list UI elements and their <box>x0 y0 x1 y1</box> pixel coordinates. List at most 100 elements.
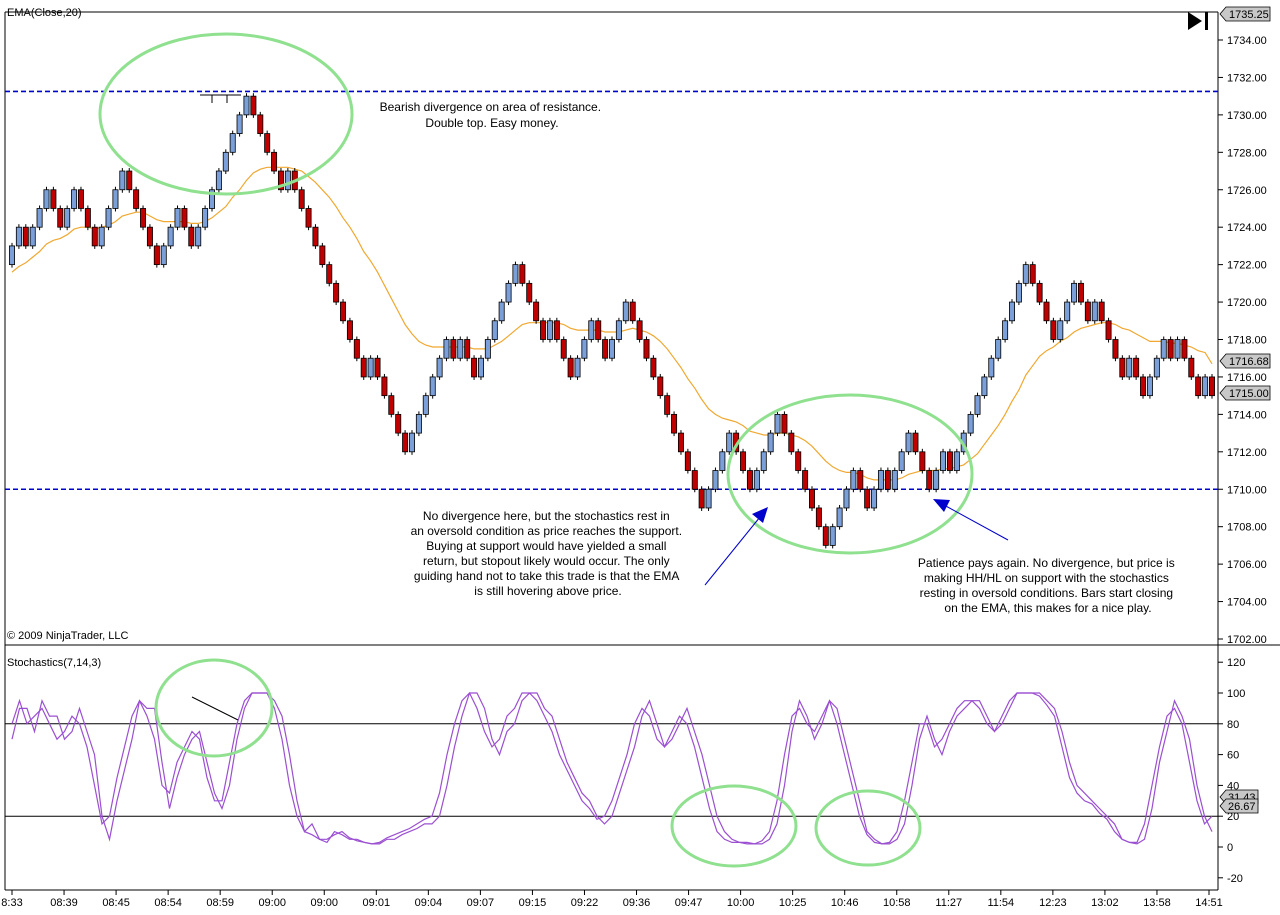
price-bar <box>540 320 547 340</box>
annotation-line: Double top. Easy money. <box>425 116 558 130</box>
price-axis-tick-label: 1730.00 <box>1227 110 1267 122</box>
annotation-line: Buying at support would have yielded a s… <box>426 539 666 553</box>
time-axis-tick-label: 10:00 <box>727 897 755 909</box>
price-bar <box>519 264 526 284</box>
price-bar <box>809 488 815 509</box>
price-bar <box>1064 301 1071 322</box>
price-bar <box>133 189 140 209</box>
price-bar <box>409 432 415 453</box>
price-bar <box>1084 301 1091 322</box>
price-bar <box>229 133 236 153</box>
price-bar <box>946 451 953 471</box>
price-axis-tick-label: 1732.00 <box>1227 72 1267 84</box>
price-bar <box>9 245 15 266</box>
time-axis-tick-label: 08:59 <box>206 897 234 909</box>
price-bar <box>429 376 436 397</box>
price-bar <box>629 301 636 322</box>
stochastics-axis-tick-label: 120 <box>1227 657 1245 669</box>
stochastics-axis-tick-label: 100 <box>1227 688 1245 700</box>
arrow-no-divergence <box>704 507 768 586</box>
price-bar <box>112 189 119 209</box>
price-bar <box>119 170 126 191</box>
price-bar <box>1015 282 1022 303</box>
price-bar <box>671 413 678 434</box>
price-bar <box>222 151 229 172</box>
double-top-marker <box>200 94 241 103</box>
stochastics-axis-tick-label: 40 <box>1227 780 1239 792</box>
price-axis-tick-label: 1728.00 <box>1227 147 1267 159</box>
price-bar <box>326 264 333 284</box>
annotation-line: on the EMA, this makes for a nice play. <box>944 601 1151 615</box>
price-bar <box>167 226 174 247</box>
price-bar <box>1209 376 1215 397</box>
annotation-line: is still hovering above price. <box>474 584 621 598</box>
annotation-line: Patience pays again. No divergence, but … <box>918 556 1175 570</box>
price-bar <box>871 488 878 509</box>
price-bar <box>1043 301 1050 322</box>
ema-line <box>11 166 1213 481</box>
price-bar <box>181 208 188 228</box>
price-axis-tick-label: 1708.00 <box>1227 522 1267 534</box>
time-axis-tick-label: 11:27 <box>935 897 962 909</box>
stochastics-overbought-circle <box>154 658 274 758</box>
price-bar <box>140 208 147 228</box>
price-bar <box>802 470 809 490</box>
price-bar <box>553 320 560 340</box>
price-bar <box>933 470 940 490</box>
play-pause-icon[interactable] <box>1188 12 1208 30</box>
annotation-line: resting in oversold conditions. Bars sta… <box>920 586 1173 600</box>
price-bar <box>1174 339 1181 359</box>
time-axis-tick-label: 14:51 <box>1195 897 1223 909</box>
price-bar <box>264 133 271 153</box>
price-bar <box>284 170 291 191</box>
price-bar <box>243 95 250 116</box>
price-bar <box>1160 339 1167 359</box>
price-bar <box>477 357 484 378</box>
price-bar <box>436 357 443 378</box>
time-axis-tick-label: 08:39 <box>50 897 78 909</box>
time-axis-tick-label: 10:58 <box>883 897 911 909</box>
time-axis-tick-label: 09:15 <box>519 897 547 909</box>
time-axis-tick-label: 09:01 <box>363 897 391 909</box>
stochastics-label: Stochastics(7,14,3) <box>7 657 101 669</box>
annotation-line: guiding hand not to take this trade is t… <box>414 569 679 583</box>
price-bar <box>367 357 374 378</box>
price-bar <box>1140 376 1147 397</box>
price-bar <box>884 470 891 490</box>
price-bar <box>1133 357 1140 378</box>
price-bar <box>850 470 857 490</box>
price-bar <box>346 320 353 340</box>
price-bar <box>250 95 257 116</box>
price-bar <box>595 320 602 340</box>
price-bar <box>981 376 988 397</box>
price-bar <box>712 470 719 490</box>
price-bar <box>1050 320 1057 340</box>
stochastics-marker-k: 26.67 <box>1219 798 1259 814</box>
price-bar <box>533 301 540 322</box>
price-bar <box>22 226 29 247</box>
price-bar <box>271 151 278 172</box>
price-bar <box>1188 357 1195 378</box>
price-axis-tick-label: 1702.00 <box>1227 634 1267 646</box>
support-highlight-circle <box>726 393 974 555</box>
price-marker-top: 1735.25 <box>1219 6 1271 22</box>
price-bar <box>1202 376 1209 397</box>
price-bar <box>333 282 340 303</box>
annotation-bearish-divergence: Bearish divergence on area of resistance… <box>380 100 605 130</box>
price-bar <box>146 226 153 247</box>
price-bar <box>277 170 284 191</box>
time-axis-tick-label: 09:00 <box>310 897 338 909</box>
time-axis-tick-label: 09:04 <box>415 897 443 909</box>
price-bar <box>622 301 629 322</box>
price-axis-tick-label: 1712.00 <box>1227 447 1267 459</box>
price-axis-tick-label: 1706.00 <box>1227 559 1267 571</box>
price-bar <box>926 470 933 490</box>
price-bar <box>760 451 767 471</box>
price-bar <box>77 189 84 209</box>
price-bar <box>898 451 905 471</box>
stochastics-marker-k-text: 26.67 <box>1228 801 1256 813</box>
price-bar <box>71 189 78 209</box>
price-bar <box>50 189 57 209</box>
price-bar <box>829 526 836 546</box>
price-bar <box>650 357 657 378</box>
